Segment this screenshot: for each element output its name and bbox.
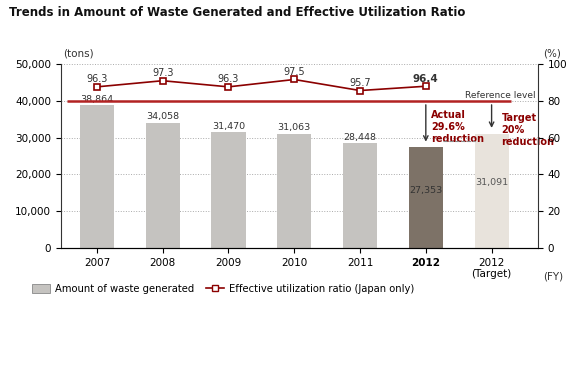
Text: 31,063: 31,063	[278, 124, 311, 132]
Text: 31,091: 31,091	[475, 178, 508, 187]
Text: 27,353: 27,353	[409, 186, 442, 195]
Text: 96.3: 96.3	[86, 74, 108, 84]
Bar	[409, 147, 443, 248]
Text: (%): (%)	[543, 49, 561, 59]
Text: Target
20%
reduction: Target 20% reduction	[502, 113, 555, 147]
Text: Reference level: Reference level	[465, 91, 536, 100]
Bar	[146, 123, 180, 248]
Bar	[474, 134, 509, 248]
Text: 28,448: 28,448	[343, 133, 377, 142]
Text: Trends in Amount of Waste Generated and Effective Utilization Ratio: Trends in Amount of Waste Generated and …	[9, 6, 465, 19]
Text: (FY): (FY)	[543, 272, 563, 282]
Bar	[80, 105, 114, 248]
Bar	[277, 134, 311, 248]
Text: 97.5: 97.5	[283, 67, 305, 77]
Text: (tons): (tons)	[63, 49, 93, 59]
Bar	[211, 132, 246, 248]
Text: 96.4: 96.4	[413, 74, 439, 84]
Text: 31,470: 31,470	[212, 122, 245, 131]
Bar	[343, 143, 377, 248]
Text: 95.7: 95.7	[349, 78, 371, 88]
Text: Actual
29.6%
reduction: Actual 29.6% reduction	[431, 110, 484, 144]
Text: 97.3: 97.3	[152, 68, 173, 78]
Text: 34,058: 34,058	[146, 112, 179, 121]
Text: 96.3: 96.3	[218, 74, 239, 84]
Legend: Amount of waste generated, Effective utilization ratio (Japan only): Amount of waste generated, Effective uti…	[27, 280, 418, 298]
Text: 38,864: 38,864	[80, 95, 113, 104]
